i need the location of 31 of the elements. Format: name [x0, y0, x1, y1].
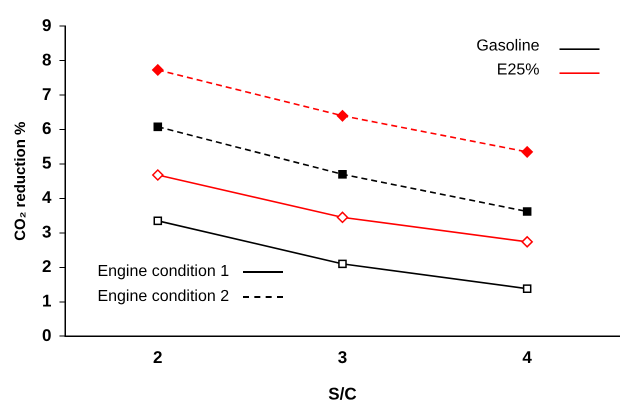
- y-tick-label: 1: [42, 291, 52, 310]
- point: [338, 260, 347, 268]
- point: [338, 170, 347, 179]
- x-tick-label: 2: [153, 348, 163, 368]
- point: [521, 146, 533, 158]
- point: [154, 122, 162, 132]
- y-tick-label: 7: [42, 84, 52, 104]
- y-tick-label: 6: [42, 119, 52, 138]
- point: [152, 64, 164, 76]
- point: [522, 207, 532, 216]
- annotation: Engine condition 2: [97, 288, 230, 306]
- annotation: Engine condition 1: [97, 263, 230, 282]
- y-tick-label: 4: [42, 188, 52, 208]
- y-tick-label: 5: [42, 154, 52, 173]
- y-tick-label: 2: [42, 257, 52, 276]
- x-tick-label: 4: [522, 348, 532, 368]
- legend-label: E25%: [496, 62, 540, 79]
- y-tick-label: 3: [42, 222, 52, 242]
- y-tick-label: 0: [42, 326, 52, 345]
- point: [521, 236, 533, 248]
- point: [522, 284, 532, 293]
- point: [152, 169, 164, 181]
- x-axis-title: S/C: [328, 384, 357, 404]
- y-axis-title: CO₂ reduction %: [12, 122, 30, 241]
- point: [336, 212, 348, 224]
- y-tick-label: 8: [42, 50, 52, 70]
- x-tick-label: 3: [338, 348, 348, 368]
- point: [154, 216, 162, 226]
- point: [336, 110, 348, 122]
- legend-label: Gasoline: [476, 38, 540, 55]
- y-tick-label: 9: [42, 16, 52, 35]
